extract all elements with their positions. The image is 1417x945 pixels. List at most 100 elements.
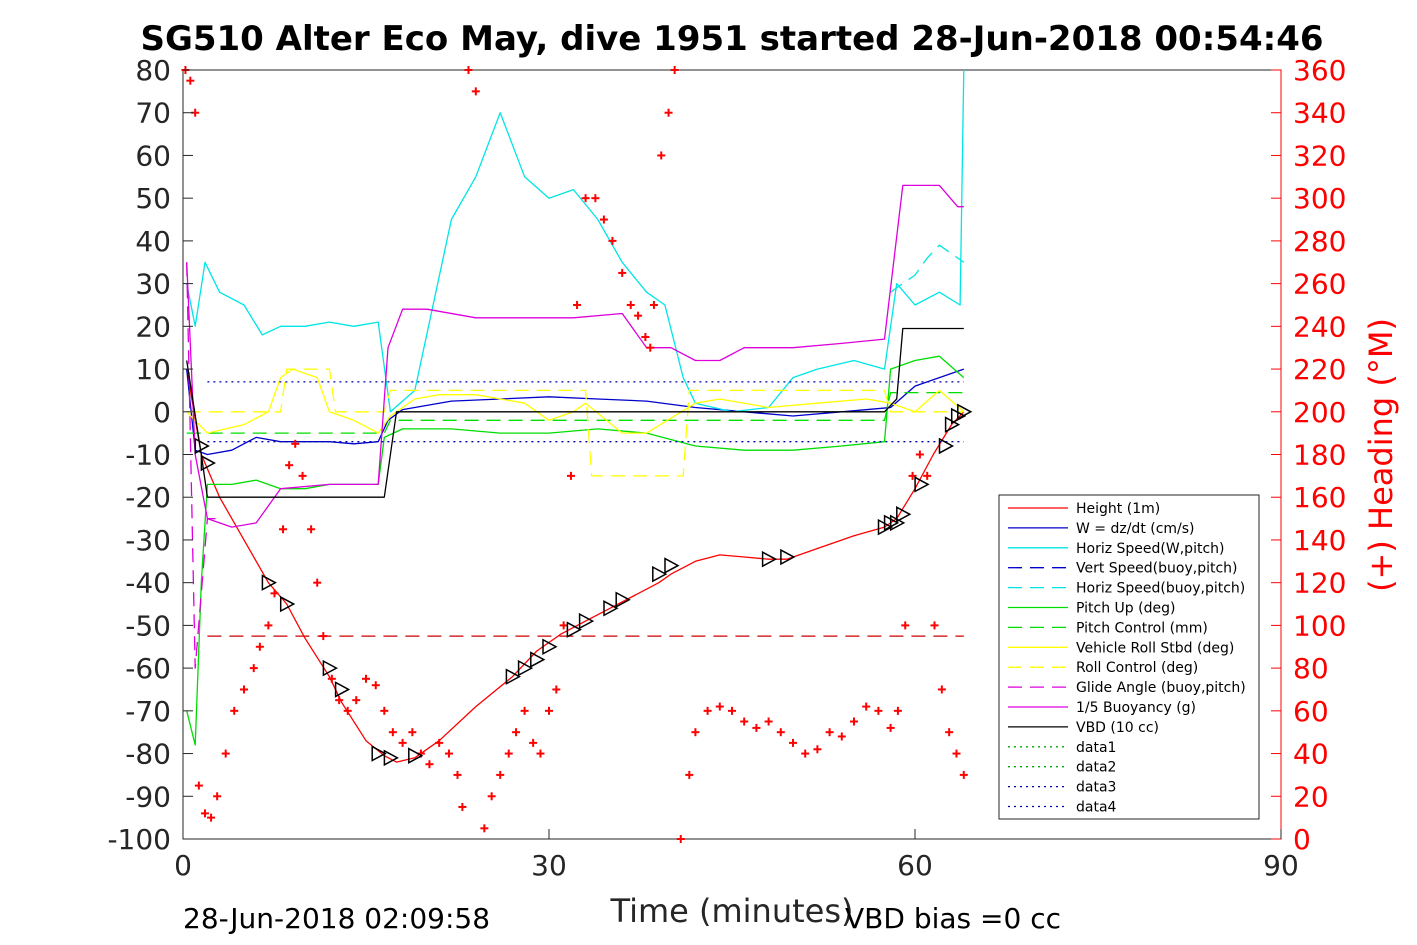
series-line-6 [186,391,964,434]
heading-point [213,792,222,801]
series-line-10 [186,184,964,528]
legend-label: VBD (10 cc) [1076,720,1159,736]
heading-point [186,76,195,85]
right-tick-label: 300 [1293,182,1346,215]
heading-point [388,728,397,737]
heading-point [335,696,344,705]
heading-point [362,674,370,683]
left-tick-label: -60 [125,652,171,685]
heading-point [264,621,273,630]
turn-marker [542,638,558,656]
heading-point [691,728,700,737]
turn-marker [322,659,338,677]
heading-point [453,770,462,779]
heading-point [313,578,322,587]
series-line-0 [186,368,965,763]
heading-point [529,738,538,747]
heading-point [371,681,380,690]
heading-point [471,87,480,96]
heading-point [591,194,600,203]
right-tick-label: 140 [1293,524,1346,557]
heading-point [270,589,279,598]
left-tick-label: -30 [125,524,171,557]
heading-point [923,471,932,480]
heading-point [945,728,954,737]
left-tick-label: 10 [135,353,171,386]
heading-point [789,738,797,747]
series-line-4 [890,244,965,293]
heading-point [545,706,553,715]
legend-label: W = dz/dt (cm/s) [1076,521,1195,537]
heading-point [487,792,496,801]
x-tick-label: 0 [174,849,192,882]
right-tick-label: 320 [1293,139,1346,172]
legend-label: data4 [1076,800,1117,816]
heading-point [850,717,858,726]
heading-point [435,738,444,747]
heading-point [504,749,513,758]
turn-marker [505,668,521,685]
heading-point [552,685,561,694]
heading-point [352,696,361,705]
footer-timestamp: 28-Jun-2018 02:09:58 [183,902,490,935]
turn-marker [652,565,668,583]
turn-marker [334,681,351,698]
heading-point [959,770,968,779]
heading-point [670,66,679,74]
legend-entries: Height (1m) W = dz/dt (cm/s) Horiz Speed(W… [1008,501,1246,816]
heading-point [952,749,961,758]
left-tick-label: 70 [135,97,171,130]
heading-point [915,450,924,459]
heading-point [641,333,650,342]
left-tick-label: -80 [125,738,171,771]
right-tick-label: 100 [1293,609,1346,642]
legend-label: data1 [1076,740,1116,756]
legend-label: 1/5 Buoyancy (g) [1076,700,1196,716]
heading-point [801,749,810,758]
series-line-8 [186,368,964,477]
x-axis-label: Time (minutes) [610,892,854,930]
legend-label: data2 [1076,760,1116,776]
right-tick-label: 340 [1293,97,1346,130]
left-tick-label: -100 [107,823,171,856]
heading-point [837,732,846,741]
heading-point [240,685,248,694]
x-tick-label: 30 [531,849,567,882]
heading-point [559,621,568,630]
turn-marker [664,557,680,574]
turn-marker [896,506,912,523]
heading-point [230,706,239,715]
heading-point [937,685,946,694]
heading-point [664,108,673,117]
turn-marker [371,745,387,762]
turn-marker [615,591,631,609]
legend: Height (1m) W = dz/dt (cm/s) Horiz Speed(W… [998,494,1260,820]
left-tick-label: 80 [135,54,171,87]
legend-label: Vert Speed(buoy,pitch) [1076,561,1238,577]
turn-marker [761,550,778,568]
heading-point [444,749,453,758]
heading-point [581,194,590,203]
heading-point [715,702,724,711]
turn-marker [200,454,216,472]
heading-point [608,236,617,245]
series-line-5 [186,355,965,746]
heading-point [398,738,407,747]
left-tick-label: -40 [125,567,171,600]
right-tick-label: 80 [1293,652,1329,685]
heading-point [893,706,902,715]
heading-point [825,728,834,737]
heading-point [908,471,917,480]
left-tick-label: 0 [153,396,171,429]
legend-label: data3 [1076,780,1116,796]
right-tick-label: 40 [1293,738,1329,771]
heading-point [458,802,467,811]
heading-point [343,706,352,715]
left-tick-label: 60 [135,139,171,172]
heading-point [291,439,300,448]
heading-point [657,151,666,160]
turn-marker [261,574,277,591]
heading-point [740,717,749,726]
heading-point [249,664,258,673]
